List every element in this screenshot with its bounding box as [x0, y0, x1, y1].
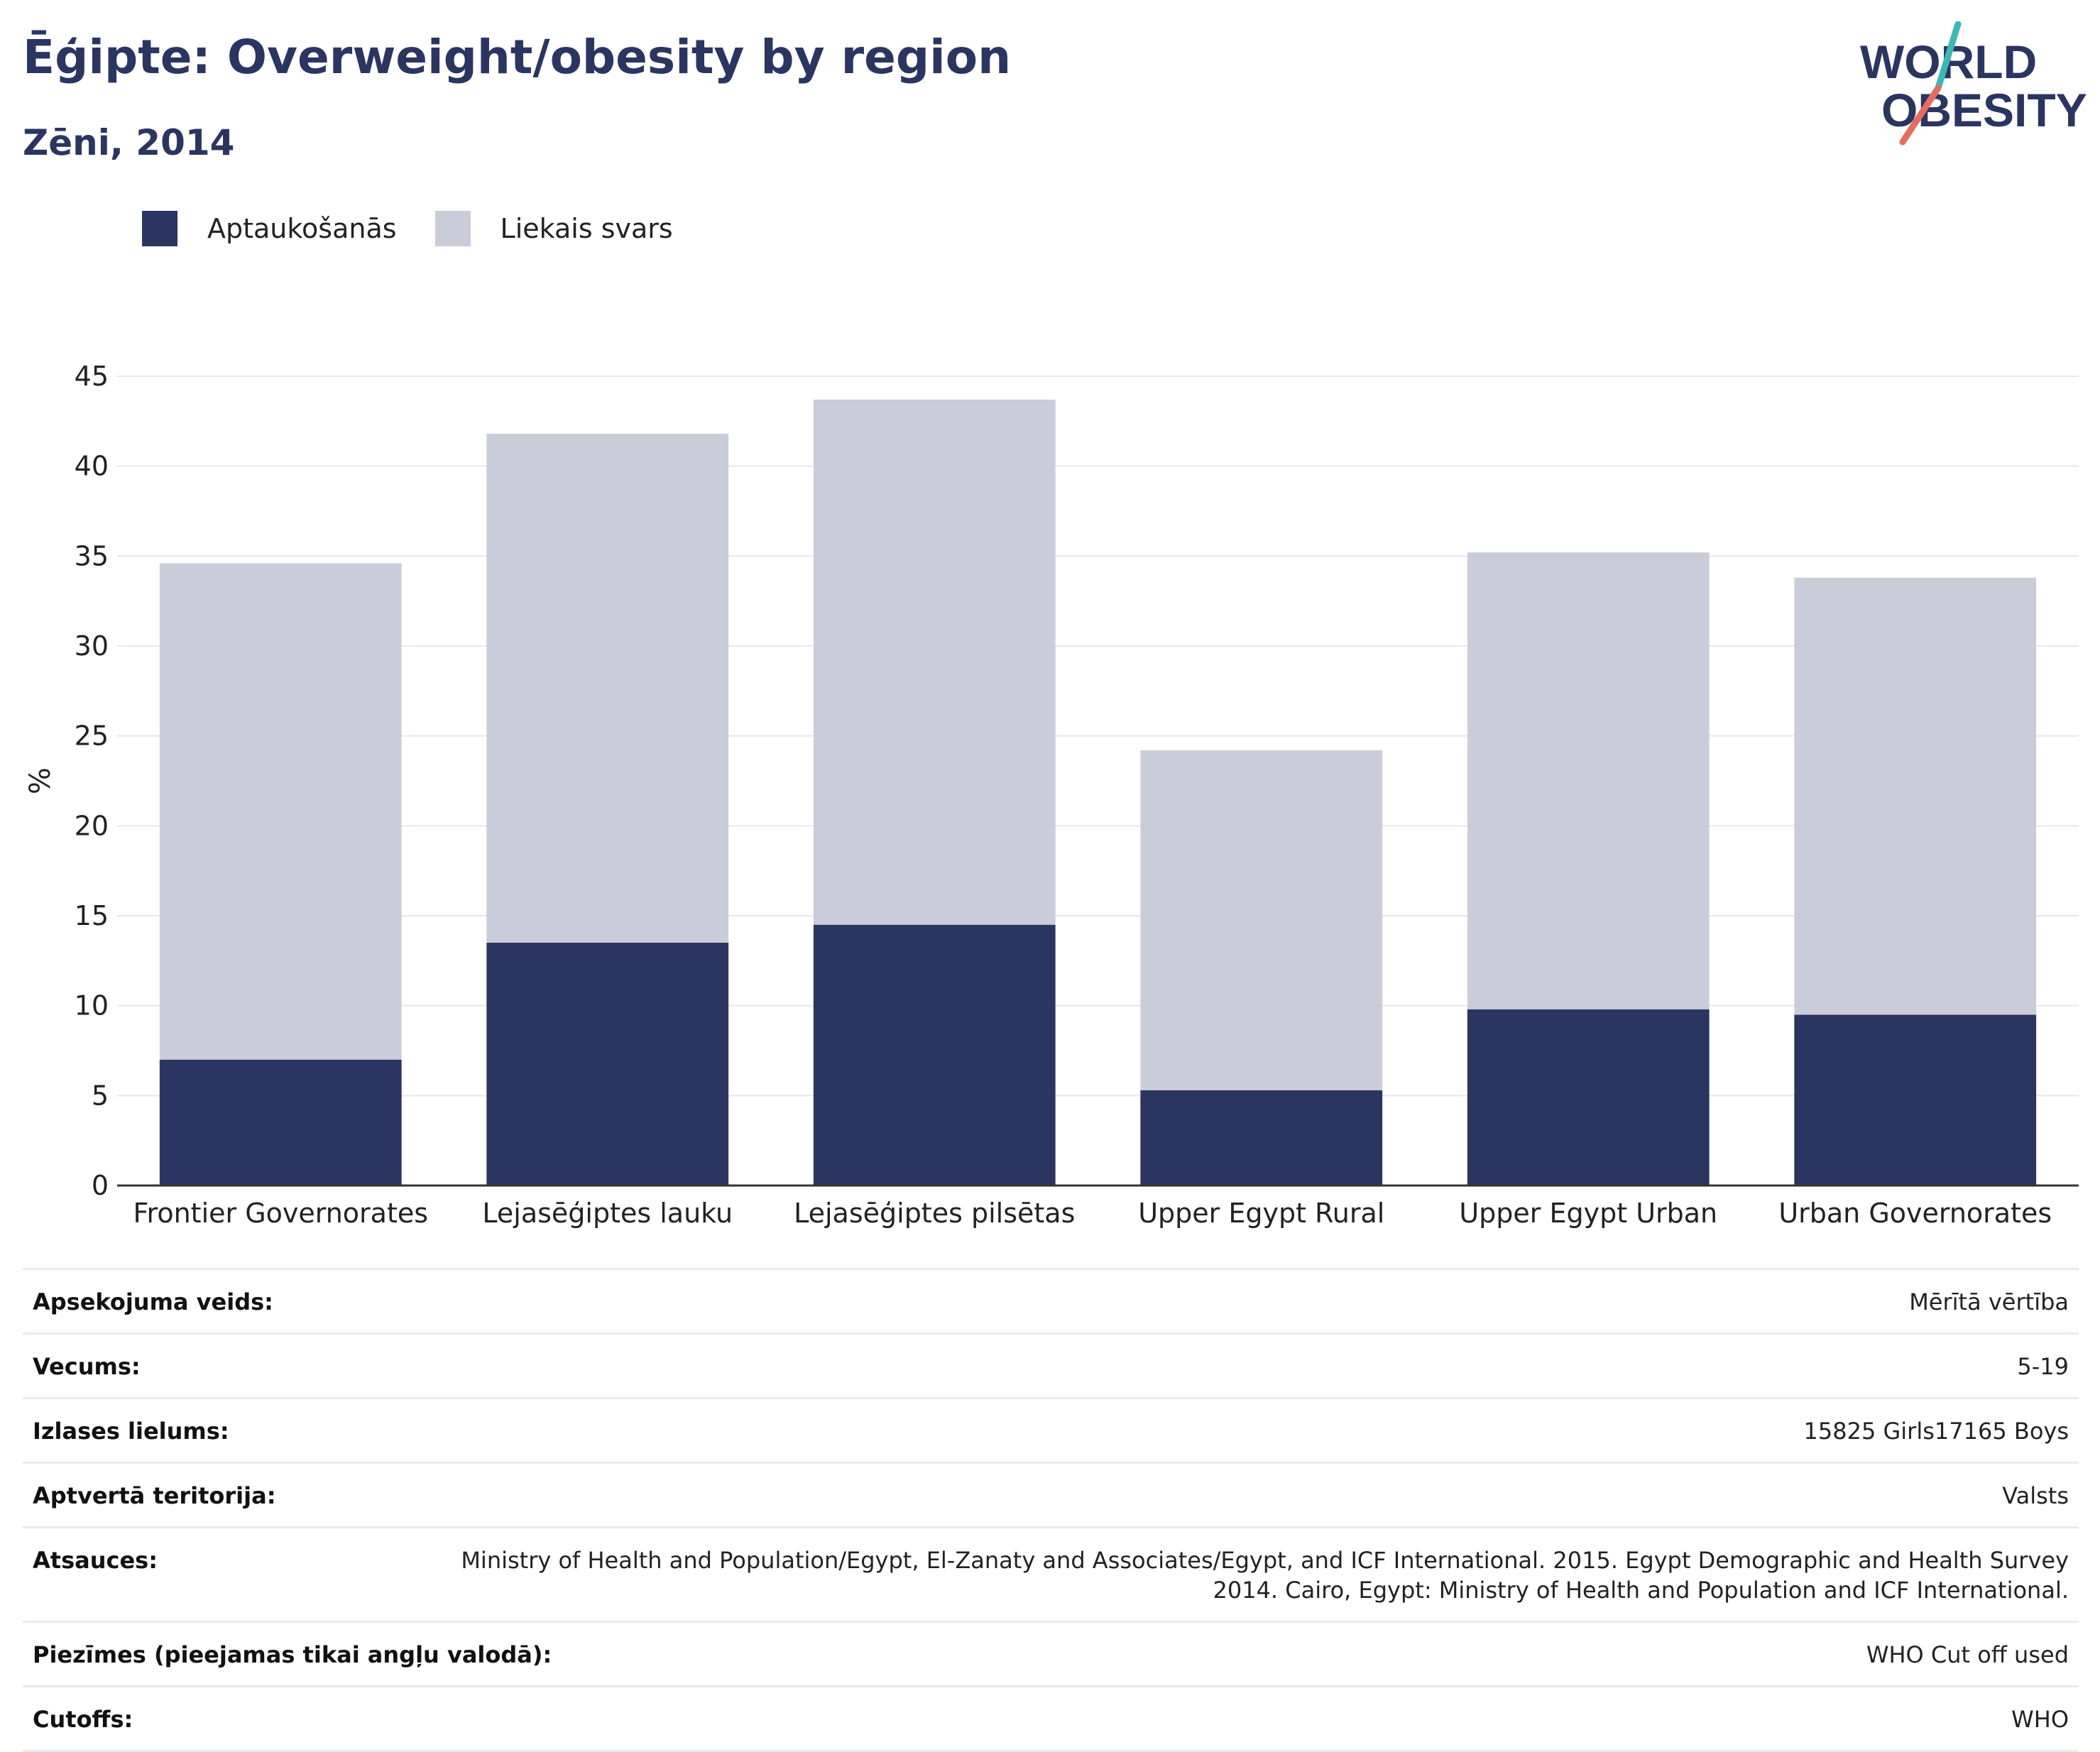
bar-overweight [1794, 577, 2037, 1015]
metadata-table: Apsekojuma veids: Mērītā vērtība Vecums:… [23, 1268, 2079, 1752]
y-axis-label: % [24, 767, 57, 794]
y-tick-label: 0 [92, 1170, 109, 1201]
metadata-value: Mērītā vērtība [1909, 1288, 2069, 1315]
chart-title: Ēģipte: Overweight/obesity by region [23, 30, 1012, 84]
metadata-label: Apsekojuma veids: [33, 1288, 273, 1315]
bar-overweight [1467, 552, 1710, 1009]
y-tick-label: 35 [75, 540, 109, 571]
legend-item-overweight[interactable]: Liekais svars [434, 211, 673, 246]
metadata-row-sample-size: Izlases lielums: 15825 Girls17165 Boys [23, 1397, 2079, 1462]
metadata-row-age: Vecums: 5-19 [23, 1332, 2079, 1397]
x-tick-label: Upper Egypt Rural [1138, 1198, 1384, 1229]
logo-slash-coral [1899, 84, 1942, 146]
stacked-bar-chart: 0 5 10 15 20 25 30 35 40 45% Frontier Governorates… [24, 361, 2079, 1229]
legend-swatch-overweight [434, 211, 471, 246]
legend-swatch-obesity [142, 211, 177, 246]
y-tick-label: 20 [75, 810, 109, 841]
metadata-label: Aptvertā teritorija: [33, 1482, 276, 1509]
metadata-value: Valsts [2002, 1482, 2069, 1509]
y-tick-label: 15 [75, 900, 109, 931]
y-tick-label: 30 [75, 630, 109, 662]
metadata-label: Vecums: [33, 1353, 141, 1380]
logo-slash-teal [1935, 21, 1962, 92]
legend-label-obesity: Aptaukošanās [207, 213, 397, 244]
bar-obesity [813, 924, 1056, 1186]
metadata-label: Izlases lielums: [33, 1418, 229, 1445]
metadata-value: WHO [2011, 1706, 2069, 1733]
y-tick-label: 45 [75, 361, 109, 392]
bar-obesity [486, 943, 729, 1186]
metadata-label: Cutoffs: [33, 1706, 133, 1733]
legend-label-overweight: Liekais svars [500, 213, 673, 244]
y-tick-label: 5 [92, 1080, 109, 1111]
bar-overweight [159, 563, 402, 1060]
metadata-label: Piezīmes (pieejamas tikai angļu valodā): [33, 1641, 552, 1668]
metadata-label: Atsauces: [33, 1547, 158, 1574]
bar-overweight [1140, 750, 1383, 1090]
metadata-row-references: Atsauces: Ministry of Health and Populat… [23, 1526, 2079, 1621]
x-tick-label: Lejasēģiptes pilsētas [794, 1198, 1075, 1229]
y-tick-label: 40 [75, 451, 109, 482]
metadata-row-survey-type: Apsekojuma veids: Mērītā vērtība [23, 1268, 2079, 1332]
x-tick-label: Frontier Governorates [133, 1198, 428, 1229]
metadata-value: 5-19 [2017, 1353, 2069, 1380]
metadata-row-area-covered: Aptvertā teritorija: Valsts [23, 1462, 2079, 1526]
y-tick-label: 25 [75, 721, 109, 752]
metadata-value: WHO Cut off used [1866, 1641, 2069, 1668]
x-tick-label: Upper Egypt Urban [1459, 1198, 1717, 1229]
chart-subtitle: Zēni, 2014 [23, 122, 235, 163]
metadata-row-notes: Piezīmes (pieejamas tikai angļu valodā):… [23, 1621, 2079, 1685]
bar-overweight [813, 399, 1056, 925]
x-tick-label: Lejasēģiptes lauku [482, 1198, 733, 1229]
metadata-value: 15825 Girls17165 Boys [1803, 1418, 2069, 1445]
x-tick-label: Urban Governorates [1778, 1198, 2052, 1229]
bar-obesity [1140, 1090, 1383, 1186]
y-tick-label: 10 [75, 990, 109, 1022]
bar-obesity [1794, 1014, 2037, 1186]
legend-item-obesity[interactable]: Aptaukošanās [142, 211, 397, 246]
chart-legend: Aptaukošanās Liekais svars [142, 209, 711, 248]
bar-overweight [486, 434, 729, 943]
world-obesity-logo: WORLD OBESITY [1860, 21, 2087, 146]
bar-obesity [1467, 1009, 1710, 1186]
metadata-value: Ministry of Health and Population/Egypt,… [461, 1547, 2069, 1604]
metadata-row-cutoffs: Cutoffs: WHO [23, 1685, 2079, 1752]
bar-obesity [159, 1059, 402, 1186]
